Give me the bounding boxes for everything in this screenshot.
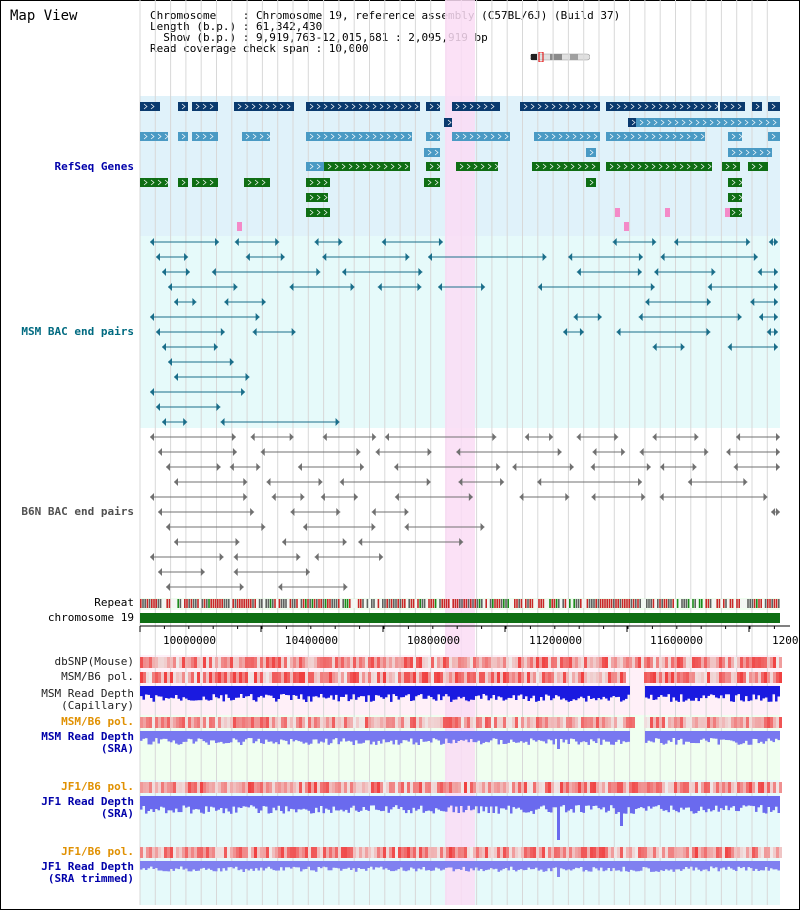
position-axis: [139, 625, 790, 632]
label-jf1-pol-2[interactable]: JF1/B6 pol.: [61, 845, 134, 858]
label-jf1-depth-sra[interactable]: JF1 Read Depth: [41, 795, 134, 808]
label-dbsnp[interactable]: dbSNP(Mouse): [54, 655, 134, 668]
label-msm-bac[interactable]: MSM BAC end pairs: [21, 325, 134, 338]
label-repeat: Repeat: [94, 596, 134, 609]
b6n-bac-pairs[interactable]: [150, 433, 780, 591]
label-jf1-depth-sra-sub: (SRA): [100, 807, 134, 820]
msm-bac-pairs[interactable]: [150, 238, 778, 426]
info-coverage-span: Read coverage check span : 10,000: [150, 42, 369, 55]
refseq-gene-glyphs[interactable]: [140, 102, 780, 231]
label-msm-depth-cap[interactable]: MSM Read Depth: [41, 687, 134, 700]
label-msm-depth-cap-sub: (Capillary): [61, 699, 134, 712]
tick-label: 1200: [772, 634, 799, 647]
chromosome-bar[interactable]: [140, 613, 780, 623]
label-msm-depth-sra[interactable]: MSM Read Depth: [41, 730, 134, 743]
tick-label: 10800000: [407, 634, 460, 647]
variant-heat-tracks: [140, 657, 782, 858]
tick-label: 10000000: [163, 634, 216, 647]
label-jf1-pol-1[interactable]: JF1/B6 pol.: [61, 780, 134, 793]
chromosome-ideogram[interactable]: [530, 52, 590, 62]
repeat-track: [140, 599, 780, 608]
label-msm-pol-1[interactable]: MSM/B6 pol.: [61, 670, 134, 683]
tick-label: 11600000: [650, 634, 703, 647]
tick-label: 11200000: [529, 634, 582, 647]
label-refseq-genes[interactable]: RefSeq Genes: [54, 160, 134, 173]
label-jf1-depth-trim[interactable]: JF1 Read Depth: [41, 860, 134, 873]
label-msm-depth-sra-sub: (SRA): [100, 742, 134, 755]
label-msm-pol-2[interactable]: MSM/B6 pol.: [61, 715, 134, 728]
label-b6n-bac[interactable]: B6N BAC end pairs: [21, 505, 134, 518]
label-jf1-depth-trim-sub: (SRA trimmed): [47, 872, 134, 885]
label-chromosome: chromosome 19: [47, 611, 134, 624]
tick-label: 10400000: [285, 634, 338, 647]
read-depth-tracks: [140, 686, 780, 877]
map-view-title: Map View: [10, 8, 78, 24]
